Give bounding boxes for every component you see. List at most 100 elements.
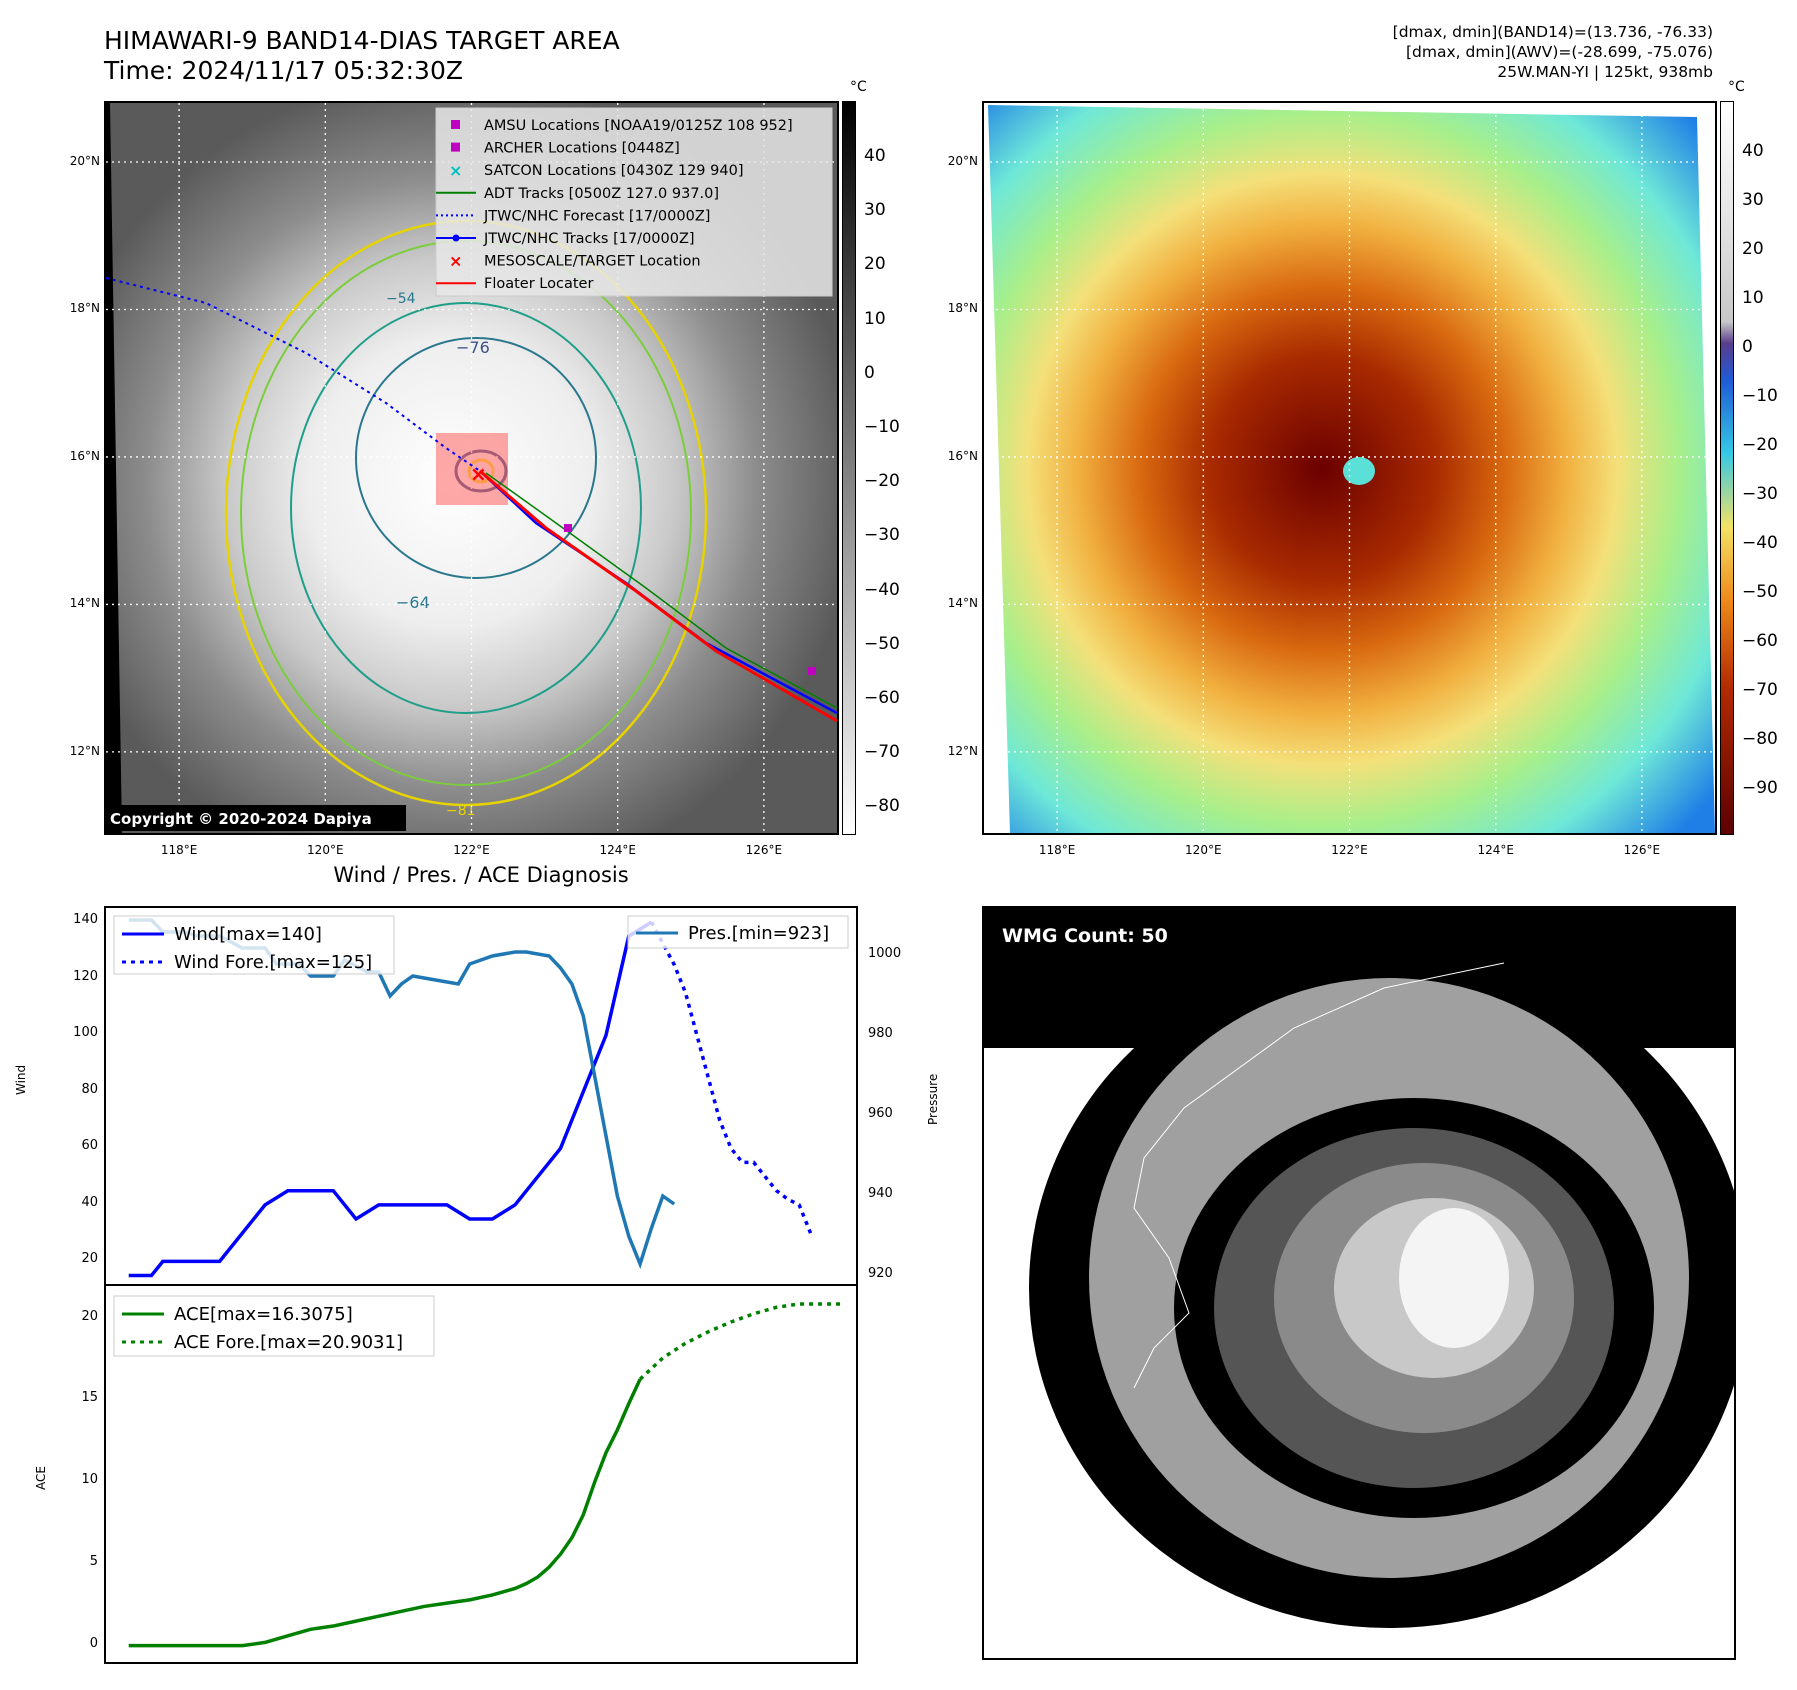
ace-fore-legend-label: ACE Fore.[max=20.9031] (174, 1332, 403, 1353)
wind-ytick: 40 (81, 1194, 98, 1210)
wmg-core (1399, 1208, 1509, 1348)
wmg-svg: WMG Count: 50 (984, 908, 1734, 1628)
wind-legend: Wind[max=140] Wind Fore.[max=125] (113, 915, 395, 975)
contour-label-54: −54 (386, 291, 416, 307)
colorbar-tick: −60 (1742, 631, 1778, 651)
lat-label-20: 20°N (69, 153, 100, 168)
lon-label-126: 126°E (745, 843, 783, 857)
legend-label: SATCON Locations [0430Z 129 940] (484, 163, 743, 179)
awv-map-panel (982, 101, 1717, 835)
lon-label-118: 118°E (1038, 843, 1076, 857)
colorbar-tick: −10 (1742, 386, 1778, 406)
colorbar-tick: −80 (864, 796, 900, 817)
colorbar-tick: 40 (864, 146, 886, 166)
ace-ytick: 15 (81, 1390, 98, 1406)
contour-label-64: −64 (396, 593, 430, 612)
figure-title-line2: Time: 2024/11/17 05:32:30Z (104, 56, 463, 85)
copyright-text: Copyright © 2020-2024 Dapiya (110, 810, 372, 828)
ace-ytick: 10 (81, 1472, 98, 1488)
legend-marker: × (449, 161, 462, 180)
colorbar-tick: −60 (864, 688, 900, 708)
stats-block: [dmax, dmin](BAND14)=(13.736, -76.33) [d… (1393, 22, 1713, 82)
ace-svg: ACE[max=16.3075] ACE Fore.[max=20.9031] (113, 1295, 845, 1648)
pressure-axis-label: Pressure (926, 1073, 940, 1125)
colorbar-tick: 0 (864, 362, 875, 383)
colorbar-tick: −30 (1742, 484, 1778, 504)
colorbar-tick: 10 (1742, 288, 1764, 308)
colorbar-tick: 20 (864, 254, 886, 275)
colorbar-tick: −70 (864, 742, 900, 763)
ace-ytick: 5 (89, 1553, 98, 1569)
series-line-1 (649, 921, 813, 1234)
lon-label-124: 124°E (599, 843, 636, 857)
wmg-coastline (1133, 962, 1505, 1389)
lon-label-118: 118°E (160, 843, 198, 857)
colorbar-tick: 10 (864, 308, 886, 329)
ace-ytick: 20 (81, 1308, 98, 1324)
wind-ytick: 140 (73, 912, 98, 928)
wind-ytick: 60 (81, 1138, 98, 1154)
legend-marker-dot (452, 234, 460, 242)
wind-fore-legend-label: Wind Fore.[max=125] (174, 952, 372, 973)
ace-axis-label: ACE (34, 1466, 48, 1490)
legend-label: JTWC/NHC Tracks [17/0000Z] (483, 231, 695, 247)
ir-colorbar-unit: °C (850, 79, 867, 95)
pres-legend-label: Pres.[min=923] (688, 923, 829, 944)
contour-teal (290, 302, 642, 714)
lon-label-122: 122°E (453, 843, 490, 857)
ace-legend-box (113, 1295, 435, 1357)
lon-label-126: 126°E (1623, 843, 1661, 857)
awv-eye (1343, 457, 1375, 485)
ace-ytick: 0 (89, 1635, 98, 1651)
target-marker: × (470, 462, 487, 486)
lon-label-122: 122°E (1331, 843, 1368, 857)
colorbar-tick: −50 (1742, 582, 1778, 602)
legend-box (435, 107, 833, 297)
wind-ytick: 100 (73, 1025, 98, 1041)
colorbar-tick: −20 (864, 471, 900, 492)
lat-label-18: 18°N (69, 301, 100, 316)
wmg-badge: WMG Count: 50 (1002, 925, 1168, 947)
ace-series-line-1 (638, 1302, 845, 1381)
lat-label-14: 14°N (69, 596, 100, 611)
awv-map-svg (984, 103, 1715, 833)
colorbar-tick: −80 (1742, 729, 1778, 749)
figure-title-line1: HIMAWARI-9 BAND14-DIAS TARGET AREA (104, 26, 620, 55)
awv-gridlines (984, 103, 1715, 833)
contour-label-76: −76 (456, 338, 490, 357)
wind-ytick: 120 (73, 968, 98, 984)
awv-colorbar (1720, 101, 1734, 835)
legend-label: Floater Locater (484, 276, 593, 292)
ace-chart: ACE[max=16.3075] ACE Fore.[max=20.9031] (104, 1284, 858, 1664)
colorbar-tick: −90 (1742, 778, 1778, 798)
legend-marker (451, 142, 460, 152)
wmg-badge-bg (994, 918, 1166, 952)
legend-marker (451, 120, 460, 129)
wind-axis-label: Wind (14, 1064, 28, 1095)
lat-label-16: 16°N (947, 448, 978, 463)
lat-label-12: 12°N (947, 743, 978, 758)
legend-label: ADT Tracks [0500Z 127.0 937.0] (484, 186, 719, 202)
colorbar-tick: 0 (1742, 337, 1753, 357)
ir-colorbar (842, 101, 856, 835)
ace-series-line-0 (128, 1378, 642, 1648)
wind-pressure-chart: Wind[max=140] Wind Fore.[max=125] Pres.[… (104, 906, 858, 1286)
mesoscale-target-box (436, 433, 508, 505)
ace-legend-label: ACE[max=16.3075] (174, 1304, 353, 1325)
pressure-ytick: 920 (868, 1266, 893, 1281)
lon-label-120: 120°E (1185, 843, 1222, 857)
wind-ytick: 20 (81, 1251, 98, 1267)
legend-label: JTWC/NHC Forecast [17/0000Z] (483, 208, 710, 224)
stats-storm: 25W.MAN-YI | 125kt, 938mb (1497, 63, 1713, 81)
colorbar-tick: −70 (1742, 680, 1778, 700)
wind-ytick: 80 (81, 1081, 98, 1097)
ir-legend: AMSU Locations [NOAA19/0125Z 108 952] ARC… (435, 107, 833, 297)
legend-label: MESOSCALE/TARGET Location (484, 254, 701, 270)
pressure-ytick: 960 (868, 1106, 893, 1121)
lat-label-18: 18°N (947, 301, 978, 316)
wind-pressure-svg: Wind[max=140] Wind Fore.[max=125] Pres.[… (113, 915, 849, 1278)
contour-label-81: −81 (446, 803, 476, 819)
stats-awv: [dmax, dmin](AWV)=(-28.699, -75.076) (1406, 43, 1713, 61)
wmg-panel: WMG Count: 50 (982, 906, 1736, 1660)
colorbar-tick: −10 (864, 417, 900, 437)
